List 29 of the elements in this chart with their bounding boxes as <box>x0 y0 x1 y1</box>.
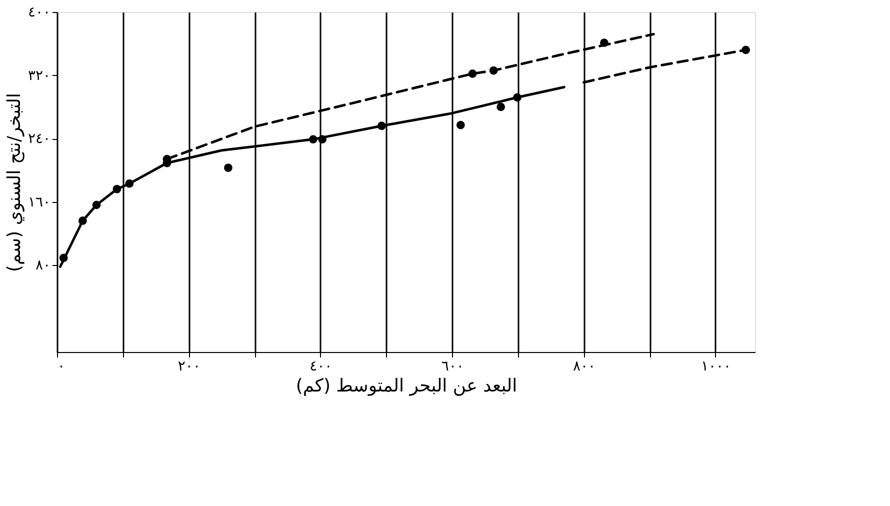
point <box>224 164 232 172</box>
point <box>742 46 750 54</box>
point <box>112 184 122 194</box>
point <box>600 38 608 48</box>
y-tick-label: ١٦٠ <box>28 194 50 210</box>
x-tick-label: ٨٠٠ <box>573 358 596 374</box>
x-tick-label: ١٠٠٠ <box>700 358 732 374</box>
x-tick-label: ٢٠٠ <box>178 358 200 374</box>
point <box>125 179 134 188</box>
x-tick-label: ٦٠٠ <box>441 358 464 374</box>
y-tick-label: ٤٠٠ <box>28 4 50 20</box>
point <box>92 200 101 210</box>
point <box>377 122 386 130</box>
point <box>59 254 68 262</box>
y-tick-label: ٨٠ <box>35 258 50 274</box>
x-axis-title: البعد عن البحر المتوسط (كم) <box>296 376 518 396</box>
y-tick-label: ٣٢٠ <box>28 68 50 84</box>
point <box>456 120 465 130</box>
x-tick-label: ٤٠٠ <box>310 358 332 374</box>
x-tick-label: ٠ <box>58 358 66 374</box>
point <box>308 135 318 144</box>
point <box>318 135 327 144</box>
point <box>496 102 506 112</box>
point <box>78 216 87 225</box>
y-axis-title: التبخر/نتح السنوي (سم) <box>4 93 25 272</box>
point <box>489 66 498 75</box>
point <box>468 70 477 78</box>
point <box>513 93 522 102</box>
y-tick-label: ٢٤٠ <box>28 131 50 148</box>
